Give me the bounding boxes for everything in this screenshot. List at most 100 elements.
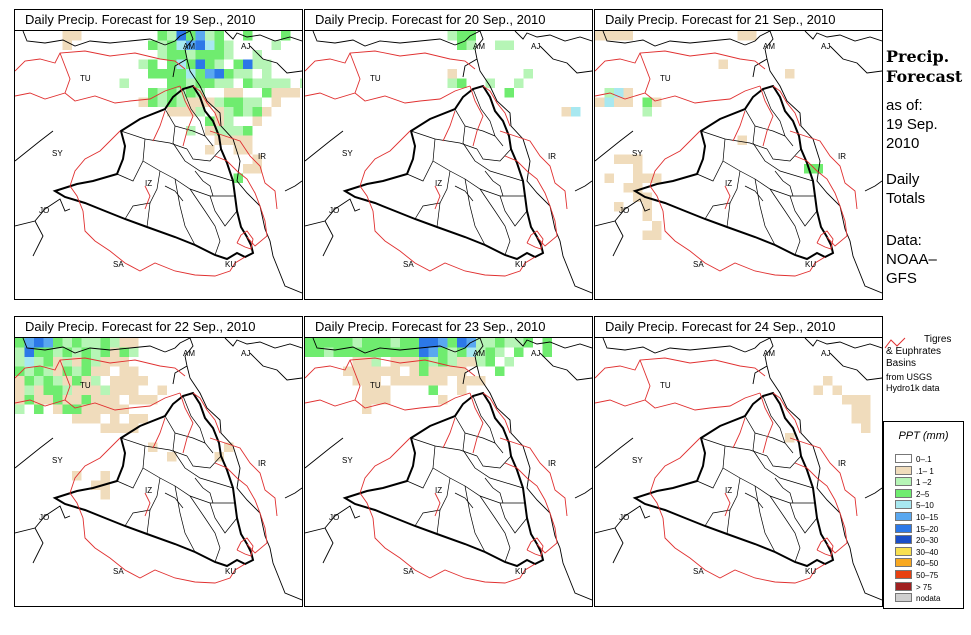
precip-cell — [485, 338, 495, 348]
country-border — [595, 198, 651, 227]
ppt-legend-item: 5–10 — [895, 500, 934, 511]
precip-cell — [157, 385, 167, 395]
precip-cell — [72, 357, 82, 367]
ppt-legend-item: 10–15 — [895, 512, 938, 523]
country-border — [186, 58, 302, 294]
country-border — [22, 31, 166, 47]
map-label-ku: KU — [225, 567, 236, 576]
map-label-aj: AJ — [241, 42, 250, 51]
basin-boundary — [504, 462, 558, 554]
basin-boundary — [192, 85, 221, 127]
ppt-legend: PPT (mm) 0–.1 .1– 1 1 –2 2–5 5–10 10–15 15–20 2… — [883, 421, 964, 609]
precip-cell — [205, 97, 215, 107]
basin-boundary — [595, 85, 761, 104]
precip-cell — [186, 69, 196, 79]
precip-cell — [832, 385, 842, 395]
map-label-ir: IR — [258, 459, 266, 468]
basin-boundary — [595, 50, 766, 72]
ppt-swatch — [895, 546, 912, 556]
basin-boundary — [59, 359, 71, 401]
precip-cell — [504, 40, 514, 50]
precip-cell — [362, 357, 372, 367]
precip-cell — [642, 173, 652, 183]
precip-cell — [851, 414, 861, 424]
precip-cell — [314, 338, 324, 348]
precip-cell — [186, 31, 196, 41]
forecast-title: Precip. Forecast — [886, 47, 962, 87]
precip-cell — [148, 40, 158, 50]
country-border — [602, 338, 746, 354]
map-label-ir: IR — [838, 459, 846, 468]
province-border — [762, 88, 794, 147]
map-label-am: AM — [763, 42, 775, 51]
iraq-border — [632, 84, 835, 261]
country-border — [462, 338, 484, 385]
map-label-aj: AJ — [241, 349, 250, 358]
basin-boundary — [214, 462, 268, 554]
precip-cell — [214, 69, 224, 79]
precip-cell — [176, 78, 186, 88]
precip-cell — [305, 347, 315, 357]
precip-cell — [504, 357, 514, 367]
iraq-border — [52, 391, 255, 568]
precip-cell — [167, 50, 177, 60]
precip-cell — [138, 59, 148, 69]
precip-cell — [495, 347, 505, 357]
basin-boundary — [794, 462, 848, 554]
precip-cell — [813, 385, 823, 395]
province-border — [189, 188, 221, 256]
map-label-aj: AJ — [531, 349, 540, 358]
basin-boundary — [236, 537, 254, 557]
country-border — [15, 505, 71, 534]
precip-map: AM AJ TU SY IR IZ JO SA KU — [305, 31, 592, 294]
precip-cell — [642, 230, 652, 240]
precip-cell — [409, 366, 419, 376]
precip-cell — [34, 385, 44, 395]
precip-cell — [205, 126, 215, 136]
precip-cell — [176, 40, 186, 50]
map-label-iz: IZ — [145, 179, 152, 188]
precip-cell — [343, 338, 353, 348]
precip-cell — [333, 338, 343, 348]
ppt-swatch — [895, 523, 912, 533]
as-of-year: 2010 — [886, 135, 920, 152]
country-border — [539, 352, 592, 381]
ppt-legend-item: 40–50 — [895, 558, 938, 569]
precip-cell — [186, 97, 196, 107]
map-label-ku: KU — [515, 567, 526, 576]
basin-boundary — [724, 185, 731, 210]
precip-cell — [233, 59, 243, 69]
basin-boundary — [69, 130, 121, 212]
province-border — [116, 445, 146, 489]
precip-cell — [205, 78, 215, 88]
basin-boundary — [595, 392, 761, 411]
precip-cell — [100, 423, 110, 433]
data-source-label: Data: NOAA– GFS — [886, 231, 937, 288]
precip-cell — [614, 97, 624, 107]
precip-cell — [642, 202, 652, 212]
precip-cell — [195, 59, 205, 69]
precip-cell — [72, 366, 82, 376]
province-border — [704, 202, 731, 220]
precip-cell — [419, 347, 429, 357]
basin-boundary — [144, 492, 151, 517]
map-label-jo: JO — [39, 206, 49, 215]
province-border — [696, 445, 726, 489]
precip-cell — [62, 395, 72, 405]
precip-cell — [100, 366, 110, 376]
precip-cell — [224, 50, 234, 60]
basin-boundary — [724, 492, 731, 517]
province-border — [704, 509, 731, 527]
precip-cell — [100, 404, 110, 414]
province-border — [476, 148, 512, 162]
precip-cell — [15, 357, 25, 367]
iraq-border — [342, 391, 545, 568]
map-label-sy: SY — [632, 149, 643, 158]
precip-cell — [409, 338, 419, 348]
precip-cell — [352, 357, 362, 367]
precip-cell — [861, 423, 871, 433]
basin-boundary — [372, 210, 536, 277]
precip-cell — [176, 88, 186, 98]
ppt-legend-item: .1– 1 — [895, 465, 934, 477]
country-border — [574, 487, 592, 499]
